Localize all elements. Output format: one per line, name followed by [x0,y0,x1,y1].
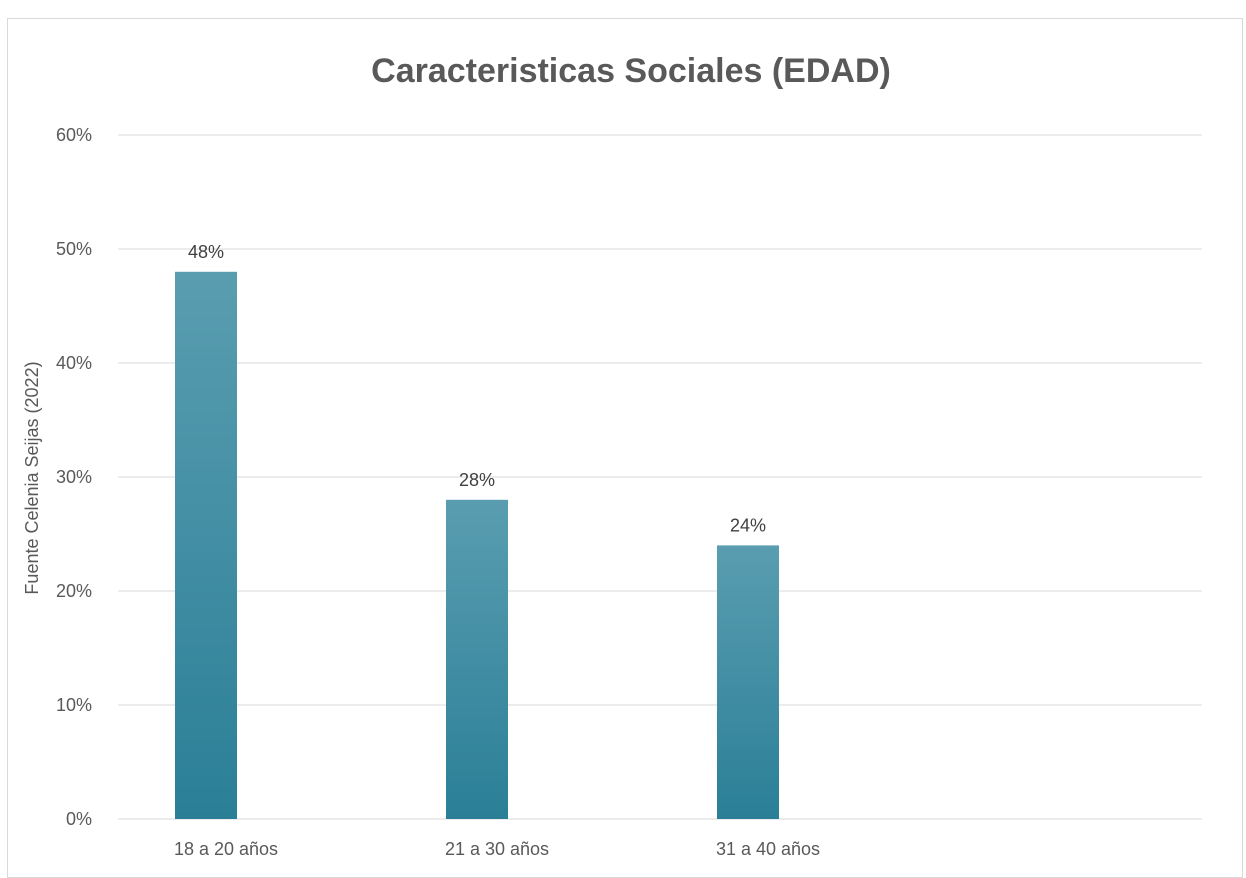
data-label: 24% [730,515,766,535]
y-tick-label: 10% [56,695,92,715]
data-label: 48% [188,242,224,262]
gridlines [118,134,1202,820]
data-labels: 48% 28% 24% [188,242,766,536]
data-label: 28% [459,470,495,490]
y-tick-label: 40% [56,353,92,373]
bar [446,499,508,819]
y-tick-label: 50% [56,239,92,259]
bars [175,271,779,819]
y-axis-ticks: 0% 10% 20% 30% 40% 50% 60% [56,125,92,829]
x-tick-label: 21 a 30 años [445,839,549,859]
bar [175,271,237,819]
y-tick-label: 20% [56,581,92,601]
x-tick-label: 31 a 40 años [716,839,820,859]
bar [717,545,779,819]
chart-title: Caracteristicas Sociales (EDAD) [371,52,891,90]
x-tick-label: 18 a 20 años [174,839,278,859]
y-tick-label: 30% [56,467,92,487]
y-tick-label: 0% [66,809,92,829]
x-axis-ticks: 18 a 20 años 21 a 30 años 31 a 40 años [174,839,820,859]
y-tick-label: 60% [56,125,92,145]
y-axis-title: Fuente Celenia Seijas (2022) [22,361,42,594]
